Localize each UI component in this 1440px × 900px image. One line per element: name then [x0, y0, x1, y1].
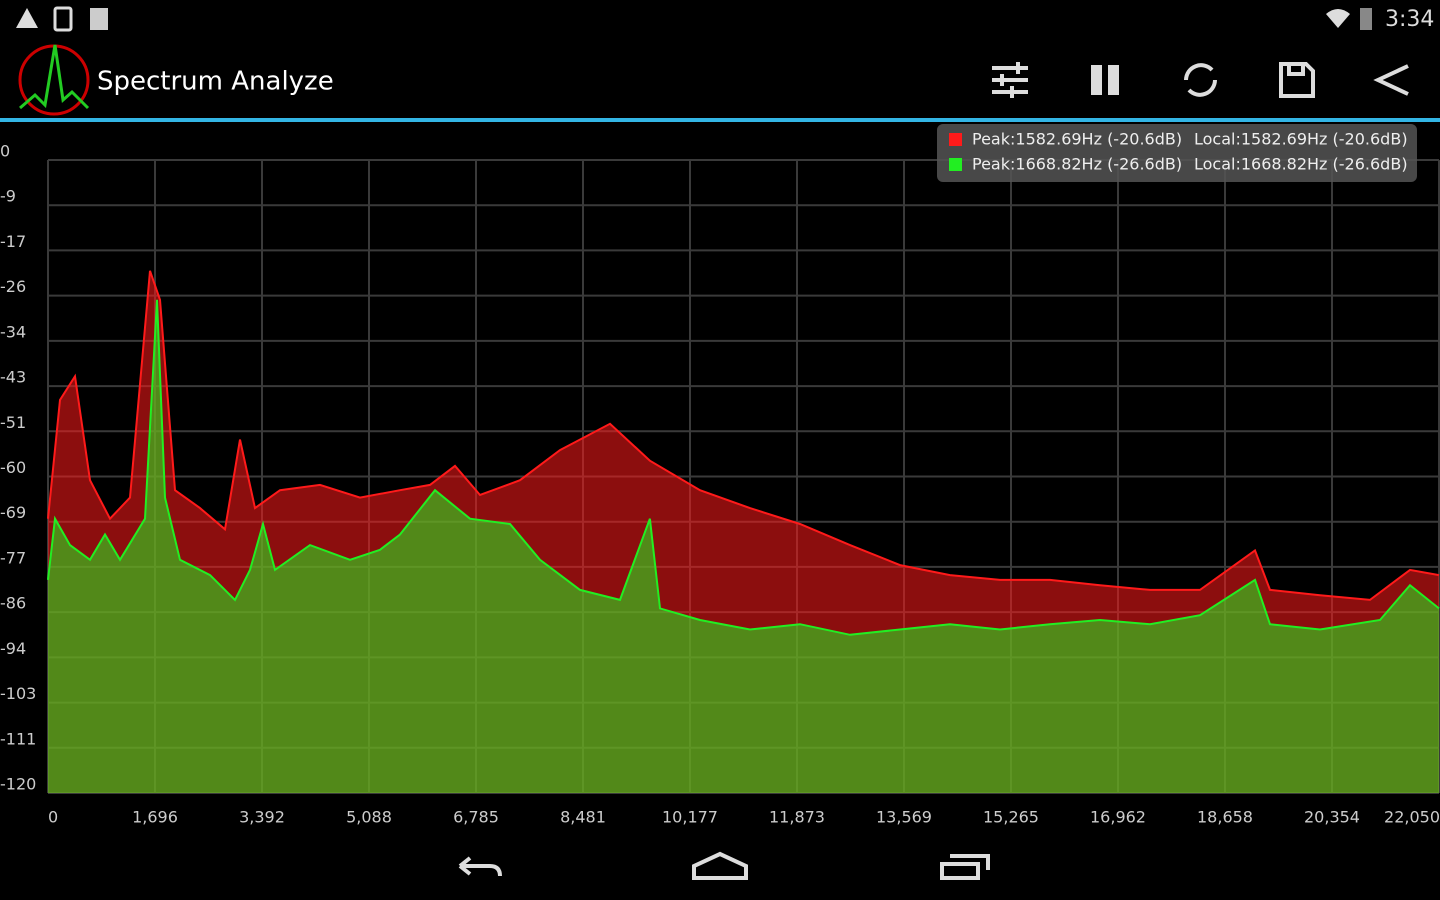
x-tick-label: 6,785: [453, 808, 499, 827]
share-button[interactable]: [1373, 64, 1409, 96]
y-tick-label: -17: [0, 232, 26, 251]
y-tick-label: -111: [0, 729, 36, 748]
spectrum-area: [48, 299, 1439, 793]
battery-icon: [1360, 8, 1372, 30]
home-button[interactable]: [692, 851, 748, 880]
save-button[interactable]: [1279, 62, 1315, 98]
y-tick-label: -94: [0, 639, 26, 658]
x-tick-label: 15,265: [983, 808, 1039, 827]
x-tick-label: 5,088: [346, 808, 392, 827]
y-tick-label: -60: [0, 458, 26, 477]
y-tick-label: -9: [0, 187, 16, 206]
y-tick-label: -69: [0, 503, 26, 522]
spectrum-line: [47, 270, 1440, 601]
y-tick-label: -120: [0, 775, 36, 794]
y-tick-label: -77: [0, 548, 26, 567]
wifi-icon: [1326, 9, 1350, 28]
x-tick-label: 1,696: [132, 808, 178, 827]
app-icon-trace: [19, 44, 90, 110]
x-tick-label: 3,392: [239, 808, 285, 827]
y-tick-label: -34: [0, 322, 26, 341]
sd-icon: [90, 8, 108, 30]
y-tick-label: -43: [0, 368, 26, 387]
refresh-button[interactable]: [1184, 63, 1217, 97]
x-tick-label: 18,658: [1197, 808, 1253, 827]
y-tick-label: -51: [0, 413, 26, 432]
legend-local: Local:1668.82Hz (-26.6dB): [1194, 155, 1408, 174]
y-tick-label: -103: [0, 684, 36, 703]
x-tick-label: 8,481: [560, 808, 606, 827]
settings-button[interactable]: [992, 62, 1028, 98]
pause-button[interactable]: [1091, 65, 1119, 95]
warning-icon: [16, 8, 38, 28]
clock: 3:34: [1385, 7, 1434, 32]
x-tick-label: 13,569: [876, 808, 932, 827]
legend: Peak:1582.69Hz (-20.6dB) Local:1582.69Hz …: [937, 124, 1417, 182]
app-bar-divider: [0, 118, 1440, 122]
back-button[interactable]: [458, 856, 502, 877]
x-tick-label: 10,177: [662, 808, 718, 827]
legend-local: Local:1582.69Hz (-20.6dB): [1194, 130, 1408, 149]
recents-button[interactable]: [940, 854, 990, 880]
status-bar: 3:34: [16, 6, 1434, 32]
x-tick-label: 0: [48, 808, 58, 827]
app-title: Spectrum Analyze: [97, 67, 334, 97]
x-tick-label: 22,050: [1384, 808, 1440, 827]
legend-swatch: [949, 158, 962, 171]
battery-saver-icon: [53, 6, 73, 32]
x-tick-label: 20,354: [1304, 808, 1360, 827]
x-tick-label: 16,962: [1090, 808, 1146, 827]
app-bar: Spectrum Analyze: [0, 44, 1440, 122]
legend-peak: Peak:1668.82Hz (-26.6dB): [972, 155, 1182, 174]
plot: 0 -9 -17 -26 -34 -43 -51 -60 -69 -77 -86 -94 -103 -11…: [0, 142, 1440, 827]
legend-swatch: [949, 133, 962, 146]
x-tick-label: 11,873: [769, 808, 825, 827]
nav-bar: [458, 851, 990, 880]
y-tick-label: -86: [0, 594, 26, 613]
y-tick-label: -26: [0, 277, 26, 296]
spectrum-line: [47, 299, 1440, 636]
legend-box: [937, 124, 1417, 182]
y-tick-label: 0: [0, 142, 10, 161]
legend-peak: Peak:1582.69Hz (-20.6dB): [972, 130, 1182, 149]
